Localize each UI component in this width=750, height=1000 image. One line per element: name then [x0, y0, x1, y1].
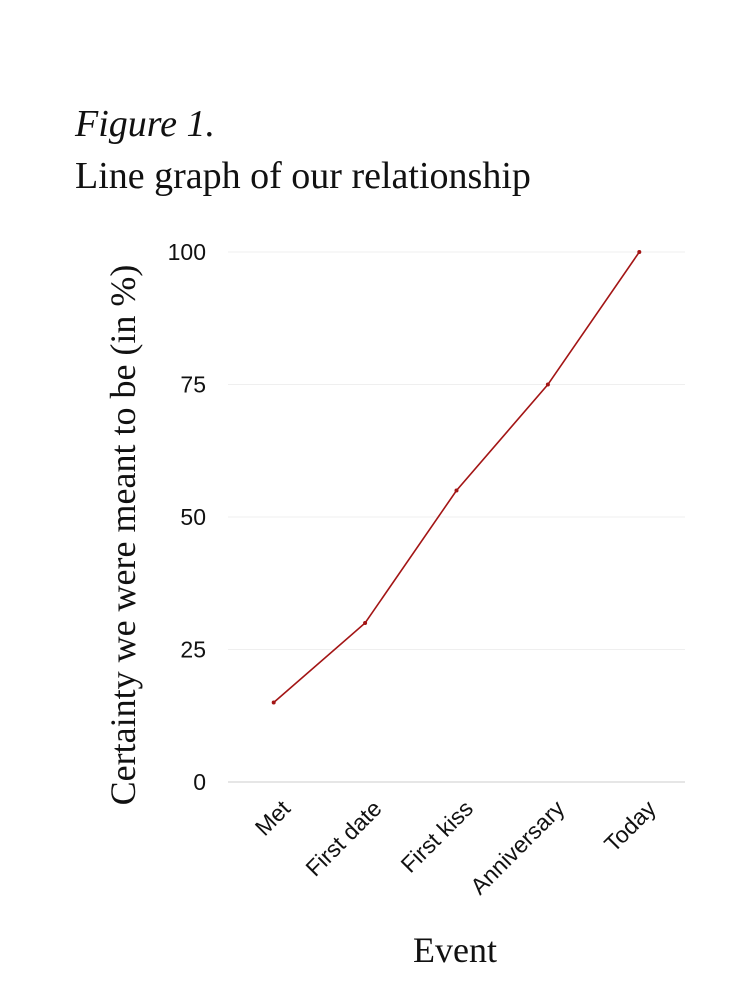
chart-title: Figure 1. — [74, 103, 215, 145]
y-tick-label: 100 — [168, 239, 206, 265]
x-tick-label: First kiss — [396, 795, 479, 878]
y-tick-label: 0 — [193, 769, 206, 795]
data-point — [637, 250, 642, 254]
x-axis-label: Event — [413, 930, 497, 970]
y-axis-label: Certainty we were meant to be (in %) — [103, 265, 143, 806]
y-tick-label: 75 — [180, 372, 206, 398]
y-tick-label: 25 — [180, 637, 206, 663]
x-tick-label: Anniversary — [465, 795, 570, 900]
data-point — [454, 488, 459, 493]
data-point — [363, 621, 368, 625]
data-point — [271, 700, 276, 705]
data-point — [545, 382, 550, 387]
data-line — [273, 251, 640, 704]
x-tick-label: Today — [599, 795, 661, 857]
x-tick-label: First date — [300, 795, 386, 881]
x-tick-label: Met — [250, 795, 296, 841]
chart-subtitle: Line graph of our relationship — [75, 155, 531, 197]
y-tick-label: 50 — [180, 504, 206, 530]
